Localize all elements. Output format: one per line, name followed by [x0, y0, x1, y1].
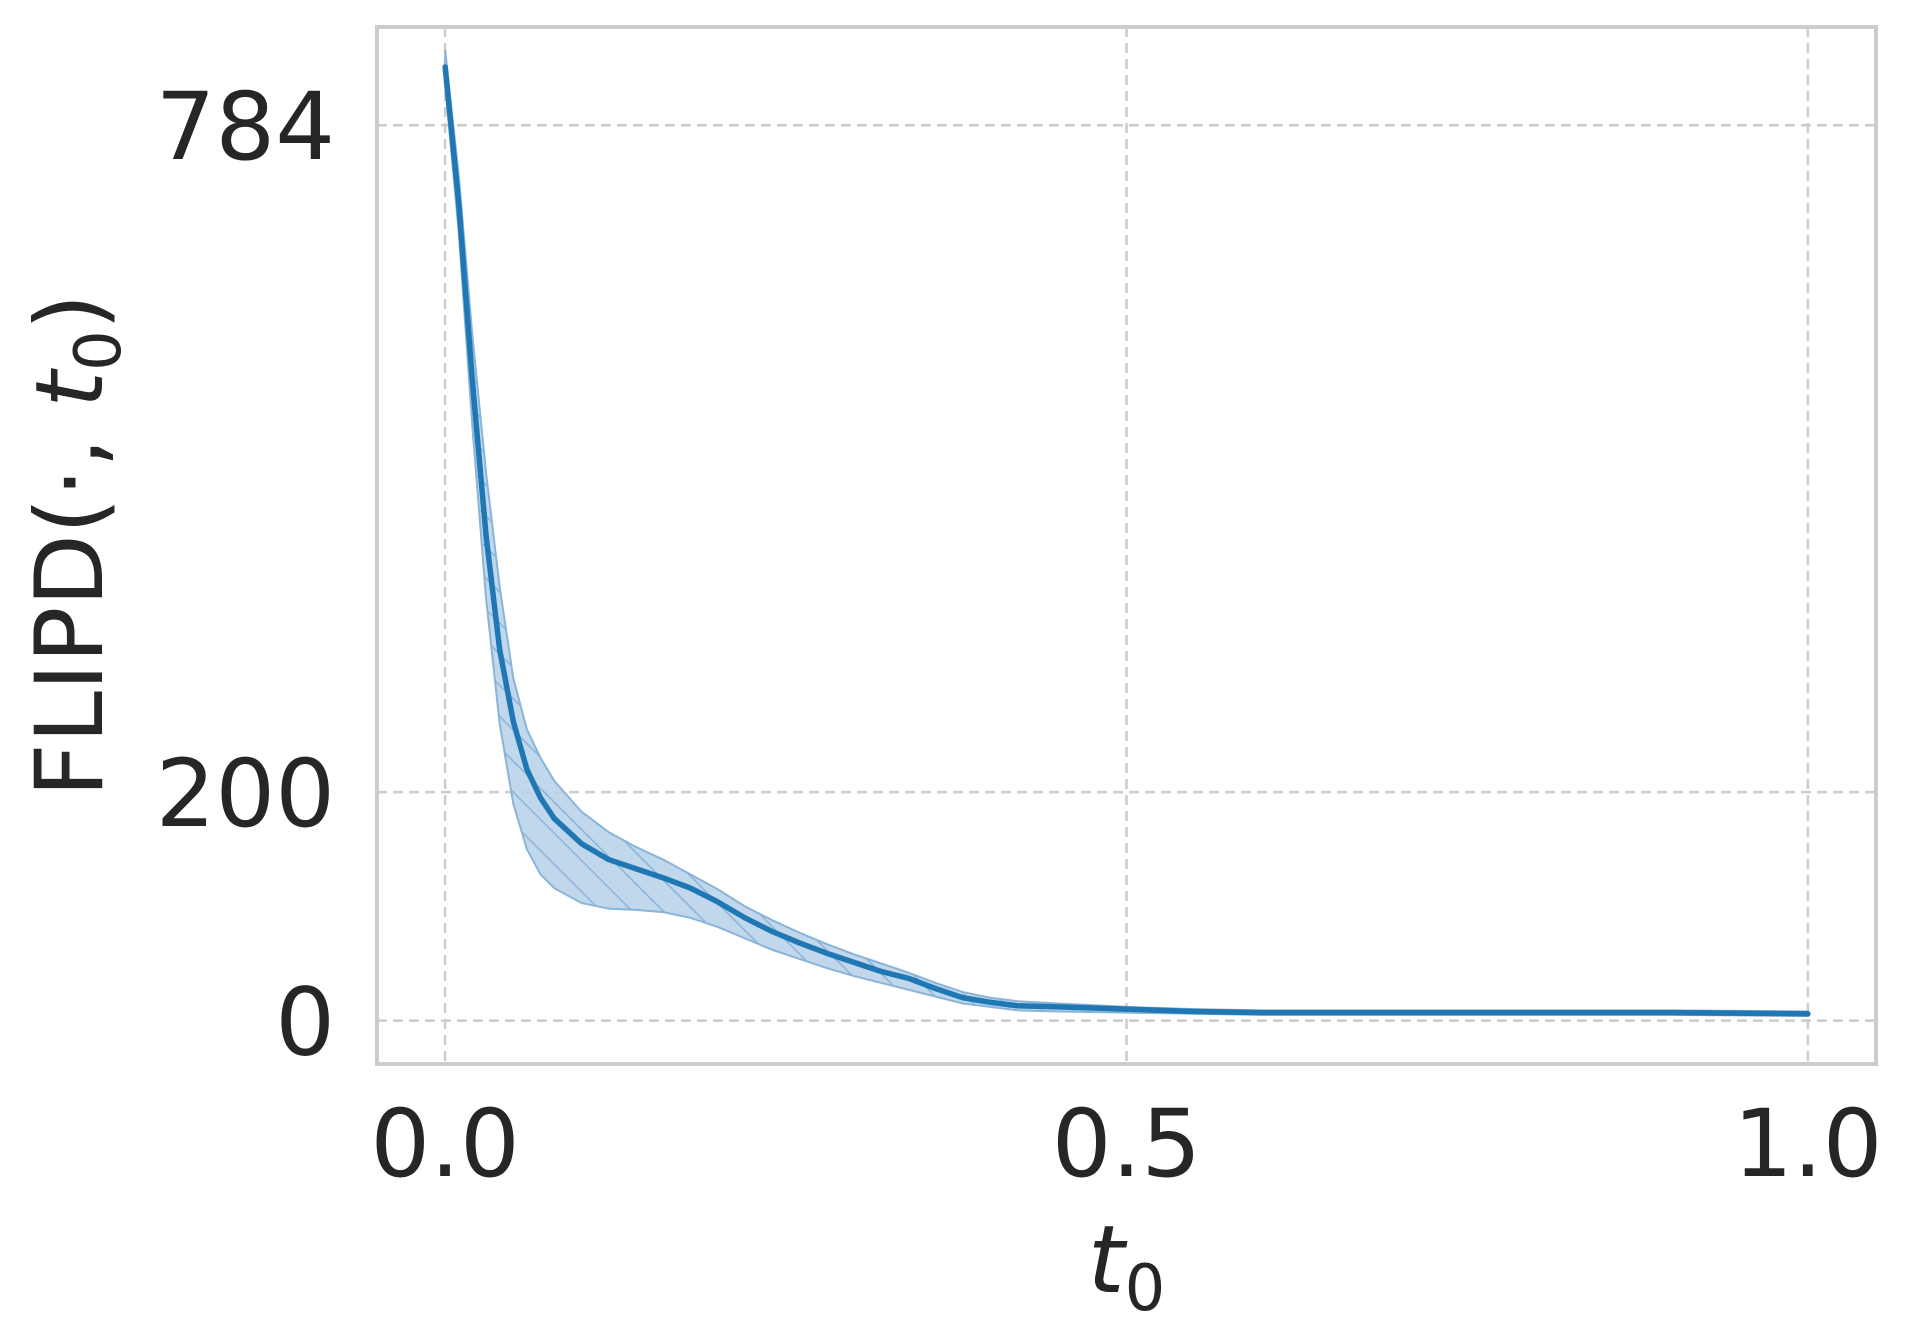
- y-axis-label-var: t: [16, 368, 125, 408]
- y-axis-label-prefix: FLIPD(·,: [16, 408, 125, 798]
- x-axis-label-var: t: [1088, 1206, 1128, 1315]
- x-tick-label: 0.5: [1052, 1090, 1202, 1199]
- y-tick-labels: 0 200 784: [156, 73, 335, 1077]
- y-axis-label: FLIPD(·, t0): [16, 294, 136, 798]
- x-tick-labels: 0.0 0.5 1.0: [370, 1090, 1882, 1199]
- y-tick-label: 200: [156, 740, 335, 849]
- grid: [377, 27, 1876, 1064]
- x-tick-label: 1.0: [1733, 1090, 1883, 1199]
- series-line: [442, 64, 1811, 1017]
- y-tick-label: 0: [275, 969, 335, 1078]
- y-axis-label-sub: 0: [62, 330, 136, 371]
- series-line-path: [442, 64, 1811, 1017]
- x-tick-label: 0.0: [370, 1090, 520, 1199]
- x-axis-label: t0: [1088, 1206, 1166, 1326]
- plot-frame: [375, 25, 1878, 1066]
- y-tick-label: 784: [156, 73, 335, 182]
- y-axis-label-suffix: ): [16, 294, 125, 331]
- x-axis-label-sub: 0: [1125, 1252, 1166, 1326]
